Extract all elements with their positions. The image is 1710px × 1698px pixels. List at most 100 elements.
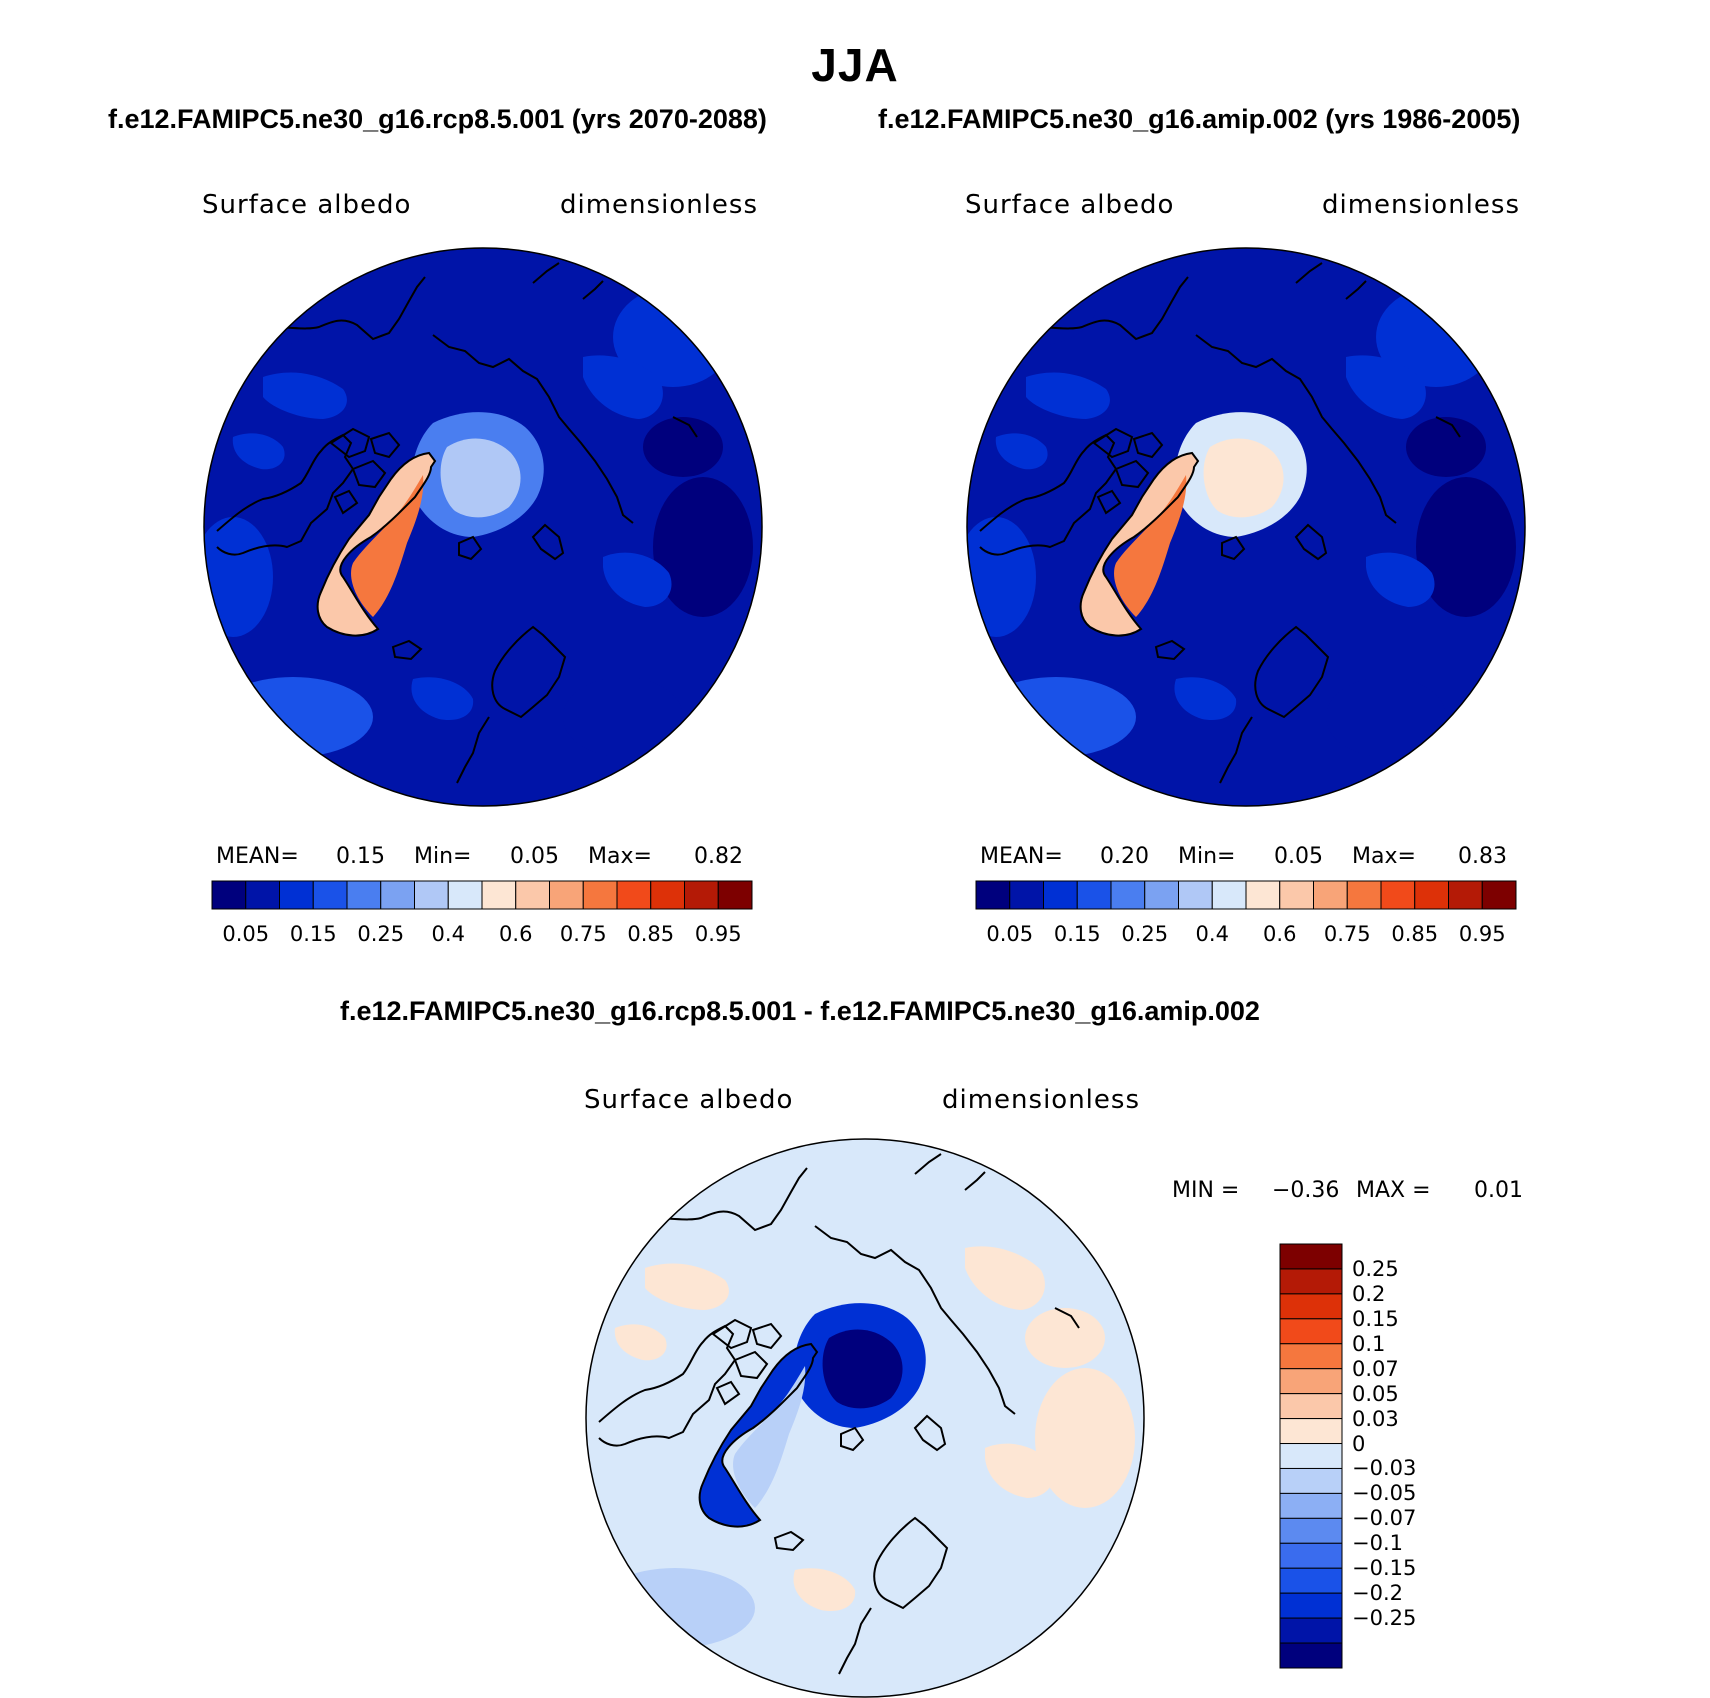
ocean-patch	[563, 677, 683, 757]
coastline	[458, 535, 483, 561]
colorbar-tick-label: 0.2	[1352, 1281, 1386, 1306]
colorbar-tick-label: 0.75	[1323, 922, 1371, 946]
colorbar-tick-label: 0.05	[1352, 1381, 1399, 1406]
ocean-patch	[586, 1408, 655, 1528]
colorbar-swatch	[1245, 880, 1281, 910]
land-region	[603, 552, 672, 607]
land-region	[1026, 372, 1110, 419]
colorbar-swatch	[515, 880, 550, 910]
colorbar-tick-label: −0.25	[1352, 1606, 1417, 1631]
coastline	[598, 1324, 737, 1447]
coastline	[1295, 262, 1323, 284]
colorbar-tick-label: 0.85	[1391, 922, 1439, 946]
panel2-colorbar	[975, 880, 1517, 910]
panel2-subtitle: f.e12.FAMIPC5.ne30_g16.amip.002 (yrs 198…	[878, 104, 1521, 134]
colorbar-tick-label: −0.05	[1352, 1481, 1417, 1506]
colorbar-swatch	[1279, 1418, 1343, 1445]
coastline	[840, 1426, 865, 1452]
colorbar-tick-label: 0.15	[1352, 1306, 1399, 1331]
panel3-variable-label: Surface albedo	[584, 1085, 794, 1115]
colorbar-swatch	[1380, 880, 1416, 910]
coastline	[333, 489, 359, 515]
colorbar-swatch	[1313, 880, 1348, 910]
colorbar-tick-label: 0.07	[1352, 1356, 1399, 1381]
coastline	[711, 1318, 753, 1350]
panel2-colorbar-ticks: 0.05 0.15 0.25 0.4 0.6 0.75 0.85 0.95	[976, 922, 1516, 952]
ocean-patch	[1025, 1308, 1105, 1368]
ocean-patch	[967, 517, 1036, 637]
colorbar-tick-label: 0.85	[627, 922, 675, 946]
colorbar-tick-label: 0.4	[1195, 922, 1229, 946]
colorbar-tick-label: 0.25	[357, 922, 405, 946]
colorbar-tick-label: 0.6	[499, 922, 533, 946]
colorbar-swatch	[1279, 1467, 1343, 1494]
greenland-interior	[351, 475, 424, 617]
panel1-max-label: Max=	[588, 844, 652, 869]
greenland-coastline	[1079, 451, 1200, 637]
colorbar-swatch	[1279, 880, 1314, 910]
colorbar-tick-label: 0.1	[1352, 1331, 1386, 1356]
ocean-patch	[643, 417, 723, 477]
coastline	[582, 280, 604, 300]
panel2-mean-value: 0.20	[1100, 844, 1149, 869]
land-region	[583, 355, 663, 419]
coastline	[1345, 280, 1367, 300]
colorbar-swatch	[549, 880, 584, 910]
land-region	[985, 1443, 1054, 1498]
coastline	[391, 639, 423, 661]
coastline	[216, 433, 355, 556]
coastline	[456, 716, 490, 784]
colorbar-swatch	[1279, 1642, 1343, 1669]
ocean-patch	[595, 1568, 755, 1648]
colorbar-tick-label: 0.15	[1053, 922, 1101, 946]
greenland-coastline	[316, 451, 437, 637]
panel1-subtitle: f.e12.FAMIPC5.ne30_g16.rcp8.5.001 (yrs 2…	[108, 104, 767, 134]
colorbar-swatch	[1144, 880, 1179, 910]
colorbar-swatch	[650, 880, 685, 910]
map-border	[966, 247, 1526, 807]
coastline	[672, 416, 698, 438]
land-region	[1174, 677, 1237, 721]
land-region	[995, 433, 1048, 470]
colorbar-tick-label: 0	[1352, 1431, 1366, 1456]
coastline	[914, 1153, 942, 1175]
colorbar-swatch	[1448, 880, 1483, 910]
page-title: JJA	[811, 39, 899, 91]
greenland-coastline	[698, 1342, 819, 1528]
coastline	[369, 431, 401, 459]
coastline	[531, 523, 565, 561]
colorbar-swatch	[1211, 880, 1247, 910]
colorbar-tick-label: −0.07	[1352, 1506, 1417, 1531]
panel2-units-label: dimensionless	[1322, 190, 1520, 220]
coastline	[532, 262, 560, 284]
colorbar-swatch	[1346, 880, 1382, 910]
colorbar-tick-label: 0.15	[289, 922, 337, 946]
land-region	[614, 1324, 667, 1361]
colorbar-tick-label: −0.2	[1352, 1581, 1403, 1606]
panel3-min-value: −0.36	[1272, 1178, 1340, 1203]
colorbar-swatch	[1279, 1243, 1343, 1270]
land-region	[965, 1246, 1045, 1310]
colorbar-swatch	[1279, 1343, 1343, 1370]
colorbar-swatch	[1178, 880, 1213, 910]
colorbar-swatch	[717, 880, 753, 910]
panel2-polar-map	[966, 247, 1526, 807]
coastline	[773, 1530, 805, 1552]
colorbar-swatch	[1279, 1268, 1343, 1295]
land-region	[1346, 355, 1426, 419]
colorbar-swatch	[279, 880, 314, 910]
panel3-polar-map	[585, 1138, 1145, 1698]
colorbar-tick-label: −0.15	[1352, 1556, 1417, 1581]
panel2-mean-label: MEAN=	[980, 844, 1063, 869]
ocean-patch	[1326, 677, 1446, 757]
colorbar-swatch	[481, 880, 517, 910]
colorbar-swatch	[616, 880, 652, 910]
panel1-colorbar-ticks: 0.05 0.15 0.25 0.4 0.6 0.75 0.85 0.95	[212, 922, 752, 952]
colorbar-swatch	[1043, 880, 1078, 910]
colorbar-swatch	[1414, 880, 1449, 910]
panel1-variable-label: Surface albedo	[202, 190, 412, 220]
panel3-max-value: 0.01	[1474, 1178, 1523, 1203]
land-region	[793, 1568, 856, 1612]
colorbar-tick-label: 0.05	[986, 922, 1034, 946]
greenland-margin	[1080, 453, 1198, 636]
